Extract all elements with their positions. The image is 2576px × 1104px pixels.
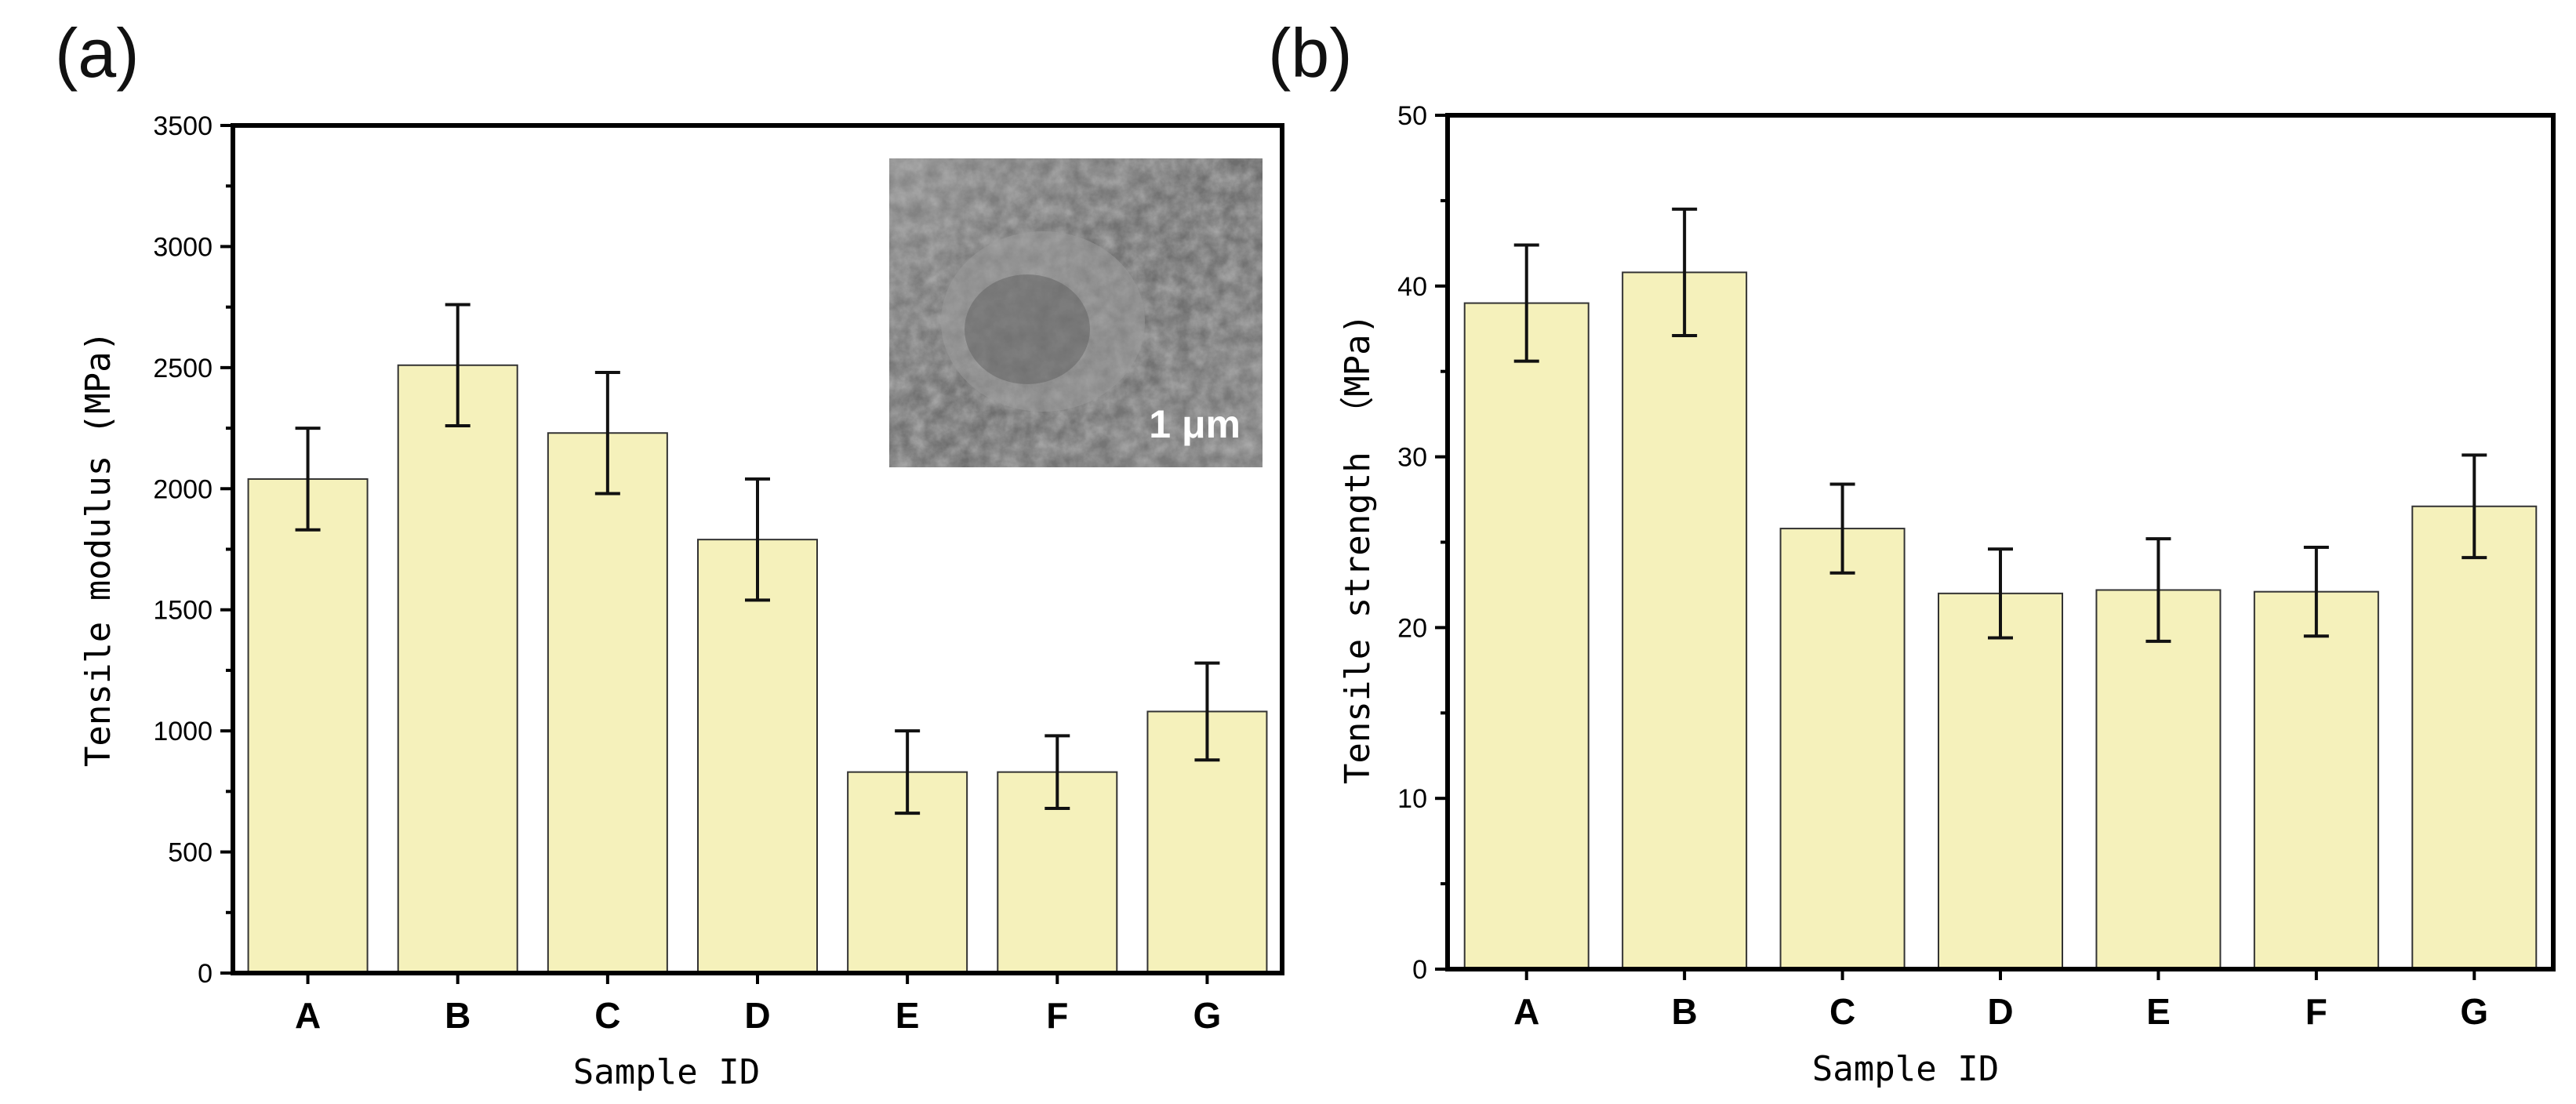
chart-panel-a: (a) 1 μm 0 500 1000 1500 2000 2500 3000 3500 A B… xyxy=(55,14,1284,1092)
y-tick-label: 3000 xyxy=(153,232,213,262)
panel-b-x-tick-labels: A B C D E F G xyxy=(1513,969,2488,1032)
x-tick-label-f: F xyxy=(1046,995,1068,1036)
x-tick-label-e: E xyxy=(2146,991,2171,1032)
bar-e xyxy=(2095,589,2222,970)
x-tick-label-c: C xyxy=(594,995,620,1036)
sem-inset-particle xyxy=(941,231,1145,412)
x-tick-label-g: G xyxy=(2460,991,2488,1032)
error-bar-d xyxy=(1988,547,2013,640)
x-tick-label-d: D xyxy=(744,995,770,1036)
y-tick-label: 30 xyxy=(1397,443,1427,473)
panel-b-error-bars xyxy=(1513,207,2487,643)
x-tick-label-e: E xyxy=(896,995,920,1036)
bar-d xyxy=(697,539,818,974)
error-bar-e xyxy=(2145,537,2171,643)
panel-b-y-axis-title: Tensile strength （MPa) xyxy=(1338,314,1378,784)
y-tick-label: 2000 xyxy=(153,474,213,504)
y-tick-label: 1000 xyxy=(153,717,213,746)
x-tick-label-f: F xyxy=(2305,991,2327,1032)
y-tick-label: 0 xyxy=(198,959,213,989)
x-tick-label-a: A xyxy=(1513,991,1539,1032)
y-tick-label: 10 xyxy=(1397,784,1427,814)
x-tick-label-b: B xyxy=(1672,991,1698,1032)
y-tick-label: 500 xyxy=(168,838,213,868)
bar-d xyxy=(1938,592,2063,971)
error-bar-a xyxy=(295,427,321,532)
bar-c xyxy=(1779,528,1906,970)
y-tick-label: 40 xyxy=(1397,272,1427,302)
panel-b-label: (b) xyxy=(1268,14,1353,92)
bar-f xyxy=(2253,590,2379,970)
error-bar-a xyxy=(1513,243,1539,363)
error-bar-g xyxy=(2462,453,2487,560)
x-tick-label-g: G xyxy=(1194,995,1222,1036)
error-bar-c xyxy=(1829,482,1855,575)
bar-a xyxy=(1463,302,1590,970)
bar-c xyxy=(547,432,668,974)
panel-a-y-axis-title: Tensile modulus (MPa) xyxy=(78,331,118,767)
error-bar-b xyxy=(445,303,471,427)
panel-a-y-ticks: 0 500 1000 1500 2000 2500 3000 3500 xyxy=(153,111,233,989)
x-tick-label-c: C xyxy=(1829,991,1855,1032)
panel-a-x-axis-title: Sample ID xyxy=(573,1052,760,1092)
y-tick-label: 1500 xyxy=(153,596,213,626)
error-bar-f xyxy=(1045,734,1070,810)
y-tick-label: 20 xyxy=(1397,613,1427,643)
error-bar-e xyxy=(895,729,921,815)
error-bar-b xyxy=(1672,207,1698,337)
y-tick-label: 2500 xyxy=(153,354,213,383)
panel-b-y-ticks: 0 10 20 30 40 50 xyxy=(1397,101,1448,985)
panel-a-x-tick-labels: A B C D E F G xyxy=(295,973,1221,1036)
y-tick-label: 3500 xyxy=(153,111,213,141)
error-bar-g xyxy=(1194,661,1220,762)
sem-inset-image: 1 μm xyxy=(889,158,1263,467)
sem-inset-pore xyxy=(965,274,1090,384)
x-tick-label-b: B xyxy=(445,995,471,1036)
error-bar-d xyxy=(745,477,770,602)
chart-panel-b: (b) 0 10 20 30 40 50 A B C D E F G Sample ID Tensil… xyxy=(1268,14,2556,1089)
error-bar-c xyxy=(594,371,620,496)
panel-b-bars xyxy=(1463,271,2538,971)
bar-g xyxy=(2411,505,2538,970)
panel-b-x-axis-title: Sample ID xyxy=(1812,1049,1999,1089)
panel-a-label: (a) xyxy=(55,14,140,92)
x-tick-label-a: A xyxy=(295,995,321,1036)
bar-a xyxy=(247,478,369,974)
bar-b xyxy=(397,364,518,975)
bar-b xyxy=(1622,271,1748,971)
sem-scale-label: 1 μm xyxy=(1149,402,1241,446)
error-bar-f xyxy=(2303,546,2329,638)
y-tick-label: 0 xyxy=(1412,955,1427,985)
y-tick-label: 50 xyxy=(1397,101,1427,131)
x-tick-label-d: D xyxy=(1987,991,2013,1032)
panel-a-error-bars xyxy=(295,303,1220,815)
